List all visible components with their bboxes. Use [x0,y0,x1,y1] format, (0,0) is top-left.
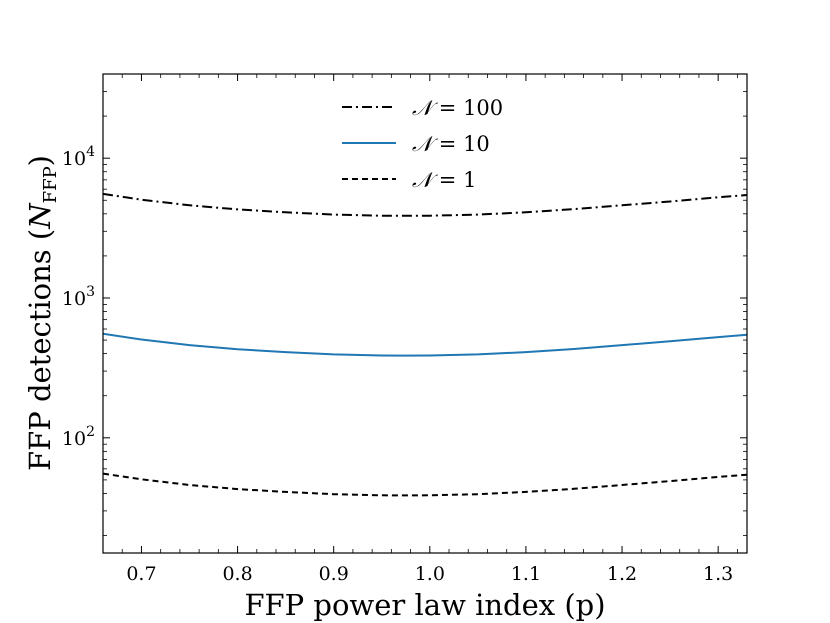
y-axis-title-symbol: N [23,202,57,230]
legend-value: = 100 [432,96,503,120]
y-tick-base: 10 [62,148,86,170]
y-tick-label: 104 [62,144,95,170]
x-tick-label: 0.9 [319,563,349,585]
y-tick-base: 10 [62,288,86,310]
x-tick-label: 1.2 [607,563,637,585]
y-axis-title-close: ) [23,155,57,166]
y-axis-title: FFP detections (NFFP) [23,155,61,471]
x-tick-label: 1.0 [415,563,445,585]
major-ticks [103,74,747,553]
legend-label-1: 𝒩 = 100 [412,96,503,120]
x-axis-title: FFP power law index (p) [244,588,605,622]
legend-label-2: 𝒩 = 10 [412,132,490,156]
legend: 𝒩 = 100 𝒩 = 10 𝒩 = 1 [342,96,503,192]
x-tick-label: 1.3 [703,563,733,585]
legend-value: = 10 [432,132,490,156]
y-tick-label: 103 [62,284,95,310]
series-line-1 [102,192,748,217]
legend-value: = 1 [432,168,476,192]
y-tick-exponent: 4 [86,144,95,160]
minor-ticks [102,73,747,553]
x-tick-label: 0.7 [126,563,156,585]
plot-area [103,74,747,553]
y-tick-exponent: 2 [86,424,95,440]
series-line-2 [102,332,748,357]
x-tick-label: 0.8 [222,563,252,585]
y-tick-label: 102 [62,424,95,450]
y-axis-title-main: FFP detections ( [23,229,57,471]
plot-frame [102,73,748,554]
series-line-3 [102,472,748,497]
x-tick-label: 1.1 [511,563,541,585]
y-tick-base: 10 [62,428,86,450]
x-tick-labels: 0.7 0.8 0.9 1.0 1.1 1.2 1.3 [126,563,733,585]
legend-label-3: 𝒩 = 1 [412,168,476,192]
y-axis-title-subscript: FFP [40,166,61,203]
y-tick-exponent: 3 [86,284,95,300]
series-layer [102,192,748,497]
